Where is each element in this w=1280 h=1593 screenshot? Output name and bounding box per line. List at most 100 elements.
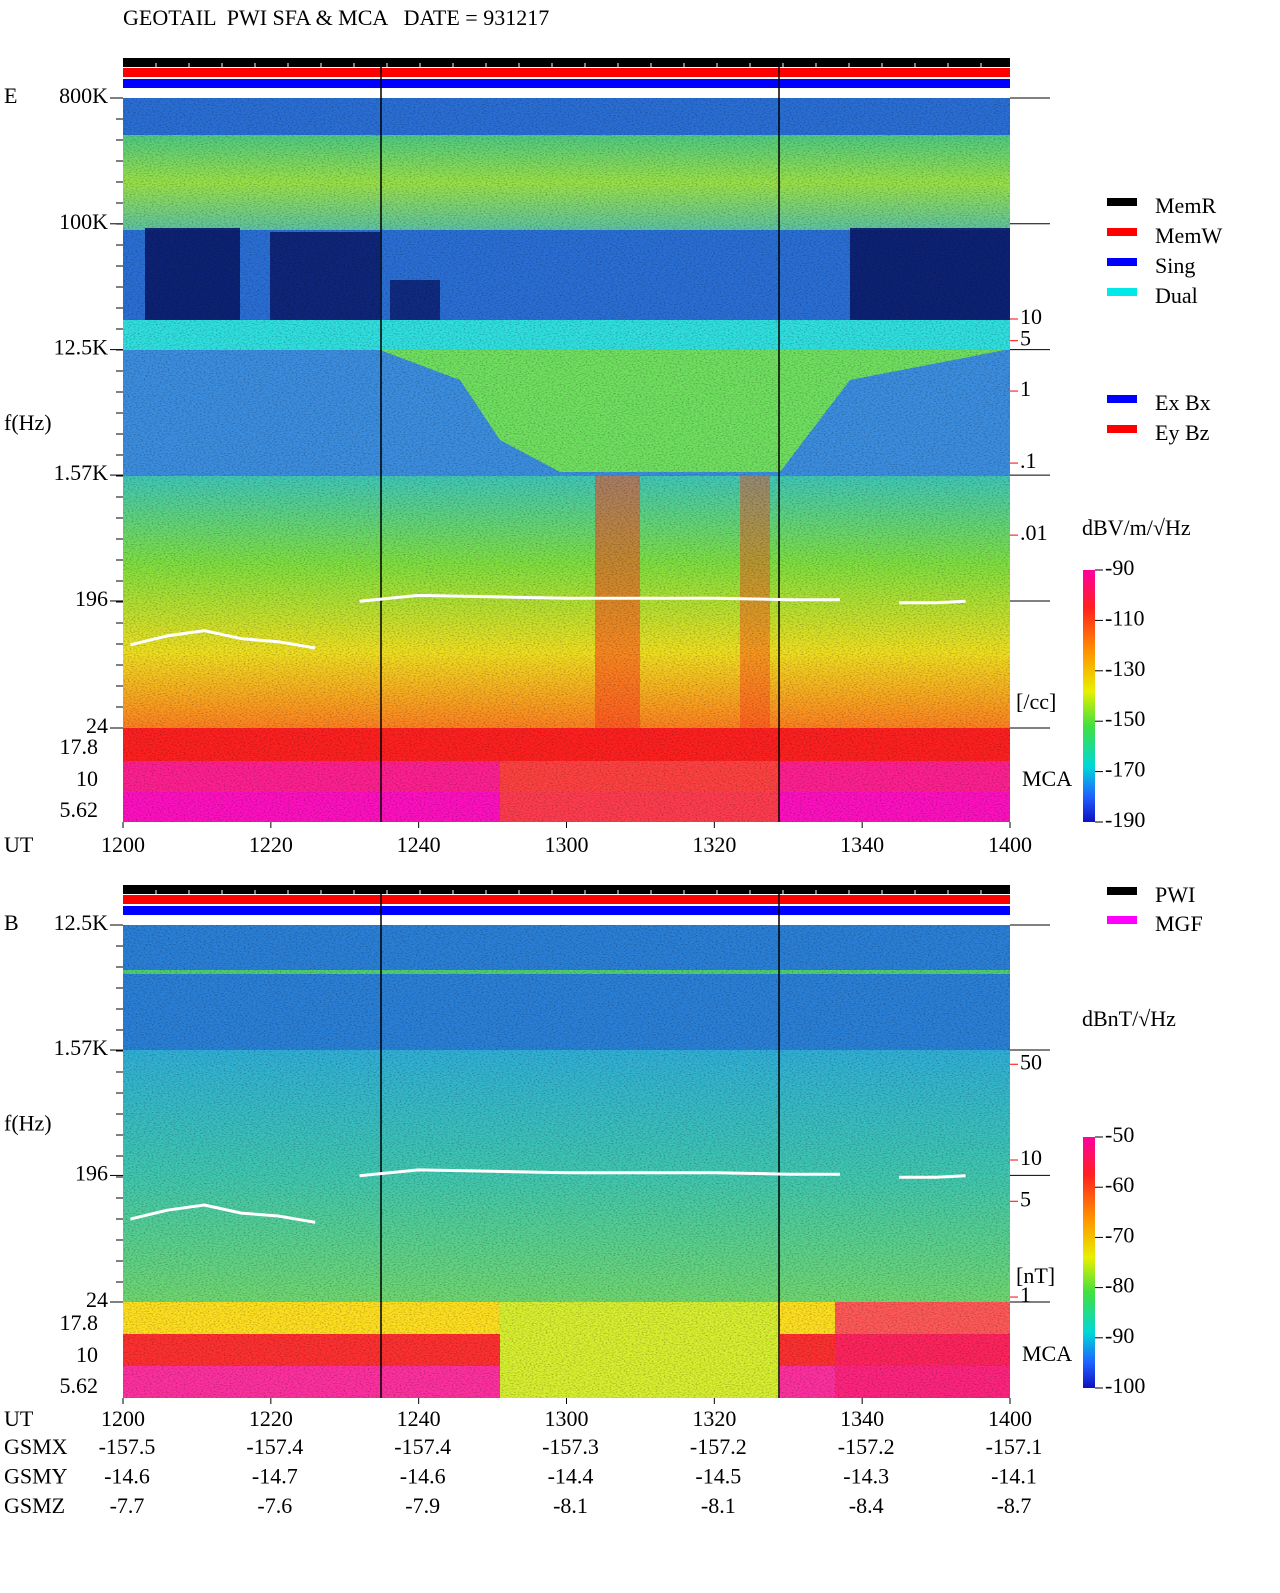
orbit-value: -157.4 xyxy=(394,1434,451,1459)
y-tick-label: 24 xyxy=(86,1287,108,1312)
legend-label: PWI xyxy=(1155,882,1195,907)
orbit-value: -157.2 xyxy=(690,1434,747,1459)
legend-label: Ex Bx xyxy=(1155,390,1211,415)
x-tick-label: 1300 xyxy=(545,1406,589,1431)
colorbar-tick-label: -190 xyxy=(1105,807,1145,832)
y2-tick-label: 1 xyxy=(1020,376,1031,401)
colorbar-tick-label: -80 xyxy=(1105,1273,1134,1298)
colorbar xyxy=(1083,570,1095,822)
mca-label: MCA xyxy=(1022,1341,1072,1366)
status-bar xyxy=(123,79,1010,88)
x-tick-label: 1200 xyxy=(101,832,145,857)
orbit-value: -14.6 xyxy=(400,1464,446,1489)
y-tick-label: 800K xyxy=(59,83,108,108)
orbit-value: -157.3 xyxy=(542,1434,599,1459)
mca-tick-label: 5.62 xyxy=(60,1373,99,1398)
x-tick-label: 1340 xyxy=(840,1406,884,1431)
colorbar-tick-label: -90 xyxy=(1105,1323,1134,1348)
x-tick-label: 1320 xyxy=(692,832,736,857)
colorbar-tick-label: -90 xyxy=(1105,555,1134,580)
y-tick-label: 24 xyxy=(86,713,108,738)
density-line xyxy=(130,1168,1159,1231)
orbit-value: -157.2 xyxy=(838,1434,895,1459)
orbit-value: -14.5 xyxy=(695,1464,741,1489)
y-axis-label: f(Hz) xyxy=(4,410,52,435)
density-line xyxy=(130,593,1159,657)
legend-label: MGF xyxy=(1155,911,1203,936)
x-tick-label: 1200 xyxy=(101,1406,145,1431)
status-bar xyxy=(123,68,1010,77)
y-tick-label: 12.5K xyxy=(54,910,109,935)
y-tick-label: 12.5K xyxy=(54,335,109,360)
y-axis-label: f(Hz) xyxy=(4,1111,52,1136)
x-tick-label: 1400 xyxy=(988,1406,1032,1431)
x-tick-label: 1320 xyxy=(692,1406,736,1431)
legend-swatch xyxy=(1107,258,1137,266)
mca-tick-label: 10 xyxy=(76,766,98,791)
legend-label: Dual xyxy=(1155,283,1198,308)
x-tick-label: 1240 xyxy=(397,832,441,857)
legend-label: MemW xyxy=(1155,223,1222,248)
y-tick-label: 196 xyxy=(75,586,108,611)
x-tick-label: 1220 xyxy=(249,832,293,857)
colorbar-label: dBnT/√Hz xyxy=(1082,1006,1176,1031)
y2-tick-label: 50 xyxy=(1020,1049,1042,1074)
mca-tick-label: 5.62 xyxy=(60,797,99,822)
orbit-row-name: GSMZ xyxy=(4,1493,65,1518)
x-axis-label: UT xyxy=(4,832,34,857)
y2-axis-label: [/cc] xyxy=(1016,689,1056,714)
status-bar xyxy=(123,906,1010,915)
x-tick-label: 1300 xyxy=(545,832,589,857)
y2-tick-label: 5 xyxy=(1020,1186,1031,1211)
mca-tick-label: 17.8 xyxy=(60,734,99,759)
legend-swatch xyxy=(1107,228,1137,236)
y2-tick-label: 10 xyxy=(1020,1145,1042,1170)
chart-title: GEOTAIL PWI SFA & MCA DATE = 931217 xyxy=(123,5,549,30)
legend-swatch xyxy=(1107,288,1137,296)
orbit-row-name: GSMY xyxy=(4,1464,68,1489)
y2-tick-label: 1 xyxy=(1020,1282,1031,1307)
colorbar-tick-label: -50 xyxy=(1105,1122,1134,1147)
y-tick-label: 1.57K xyxy=(54,1035,109,1060)
y2-axis-label: [nT] xyxy=(1016,1263,1055,1288)
orbit-value: -8.4 xyxy=(849,1493,884,1518)
legend-swatch xyxy=(1107,395,1137,403)
panel-label: B xyxy=(4,910,19,935)
x-tick-label: 1220 xyxy=(249,1406,293,1431)
orbit-value: -14.4 xyxy=(548,1464,594,1489)
status-bar xyxy=(123,895,1010,904)
orbit-value: -14.6 xyxy=(104,1464,150,1489)
legend-swatch xyxy=(1107,887,1137,895)
status-bar xyxy=(123,885,1010,894)
orbit-value: -8.7 xyxy=(997,1493,1032,1518)
x-axis-label: UT xyxy=(4,1406,34,1431)
orbit-value: -14.3 xyxy=(843,1464,889,1489)
y-tick-label: 1.57K xyxy=(54,460,109,485)
colorbar-label: dBV/m/√Hz xyxy=(1082,515,1191,540)
orbit-value: -8.1 xyxy=(701,1493,736,1518)
orbit-value: -8.1 xyxy=(553,1493,588,1518)
colorbar-tick-label: -60 xyxy=(1105,1172,1134,1197)
colorbar-tick-label: -100 xyxy=(1105,1373,1145,1398)
colorbar-tick-label: -150 xyxy=(1105,706,1145,731)
orbit-value: -14.7 xyxy=(252,1464,298,1489)
colorbar-tick-label: -70 xyxy=(1105,1222,1134,1247)
colorbar-tick-label: -170 xyxy=(1105,757,1145,782)
legend-label: Ey Bz xyxy=(1155,420,1210,445)
y-tick-label: 100K xyxy=(59,209,108,234)
colorbar xyxy=(1083,1137,1095,1388)
y2-tick-label: 5 xyxy=(1020,326,1031,351)
status-bar xyxy=(123,58,1010,67)
panel-label: E xyxy=(4,83,17,108)
orbit-value: -7.7 xyxy=(110,1493,145,1518)
orbit-value: -7.9 xyxy=(405,1493,440,1518)
legend-swatch xyxy=(1107,198,1137,206)
orbit-value: -7.6 xyxy=(257,1493,292,1518)
colorbar-tick-label: -130 xyxy=(1105,656,1145,681)
y-tick-label: 196 xyxy=(75,1160,108,1185)
y2-tick-label: .1 xyxy=(1020,448,1037,473)
x-tick-label: 1340 xyxy=(840,832,884,857)
mca-tick-label: 10 xyxy=(76,1342,98,1367)
